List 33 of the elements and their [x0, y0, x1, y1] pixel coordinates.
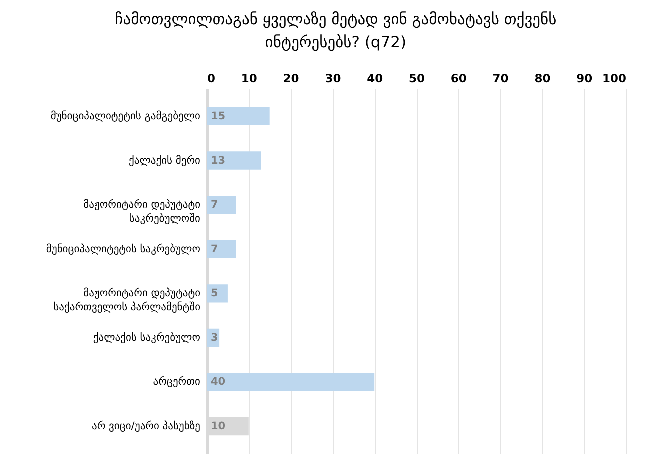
- bar: [207, 196, 236, 214]
- data-label: 40: [211, 376, 226, 388]
- x-tick-label: 0: [208, 72, 216, 86]
- x-tick-label: 90: [576, 72, 593, 86]
- y-tick-label: მაჟორიტარი დეპუტატი საკრებულოში: [84, 199, 200, 226]
- x-tick-label: 70: [492, 72, 509, 86]
- y-tick-label: არ ვიცი/უარი პასუხზე: [92, 420, 200, 433]
- x-tick-label: 60: [450, 72, 467, 86]
- data-label: 13: [211, 154, 226, 167]
- x-tick-label: 50: [408, 72, 426, 86]
- data-label: 7: [211, 199, 218, 212]
- data-label: 3: [211, 332, 218, 344]
- x-tick-label: 100: [602, 72, 626, 86]
- bar: [207, 107, 270, 126]
- bar: [207, 373, 375, 392]
- chart-title: ჩამოთვლილთაგან ყველაზე მეტად ვინ გამოხატავს თქვენს ინტერესებს? (q72): [115, 10, 557, 52]
- x-tick-label: 30: [325, 72, 342, 86]
- y-tick-label: მაჟორიტარი დეპუტატი საქართველოს პარლამენტში: [54, 288, 200, 314]
- data-label: 7: [211, 243, 218, 256]
- bar: [207, 240, 236, 258]
- x-tick-label: 40: [367, 72, 384, 86]
- data-label: 10: [211, 420, 226, 433]
- y-tick-label: მუნიციპალიტეტის გამგებელი: [50, 110, 200, 122]
- bar: [207, 152, 262, 170]
- y-tick-label: ქალაქის საკრებულო: [93, 332, 200, 344]
- x-tick-label: 10: [241, 72, 258, 86]
- y-tick-label: არცერთი: [153, 376, 200, 388]
- x-tick-label: 20: [283, 72, 300, 86]
- data-label: 5: [211, 288, 218, 300]
- y-tick-label: ქალაქის მერი: [129, 154, 200, 167]
- x-tick-label: 80: [534, 72, 551, 86]
- data-label: 15: [211, 110, 226, 122]
- y-tick-label: მუნიციპალიტეტის საკრებულო: [46, 243, 200, 256]
